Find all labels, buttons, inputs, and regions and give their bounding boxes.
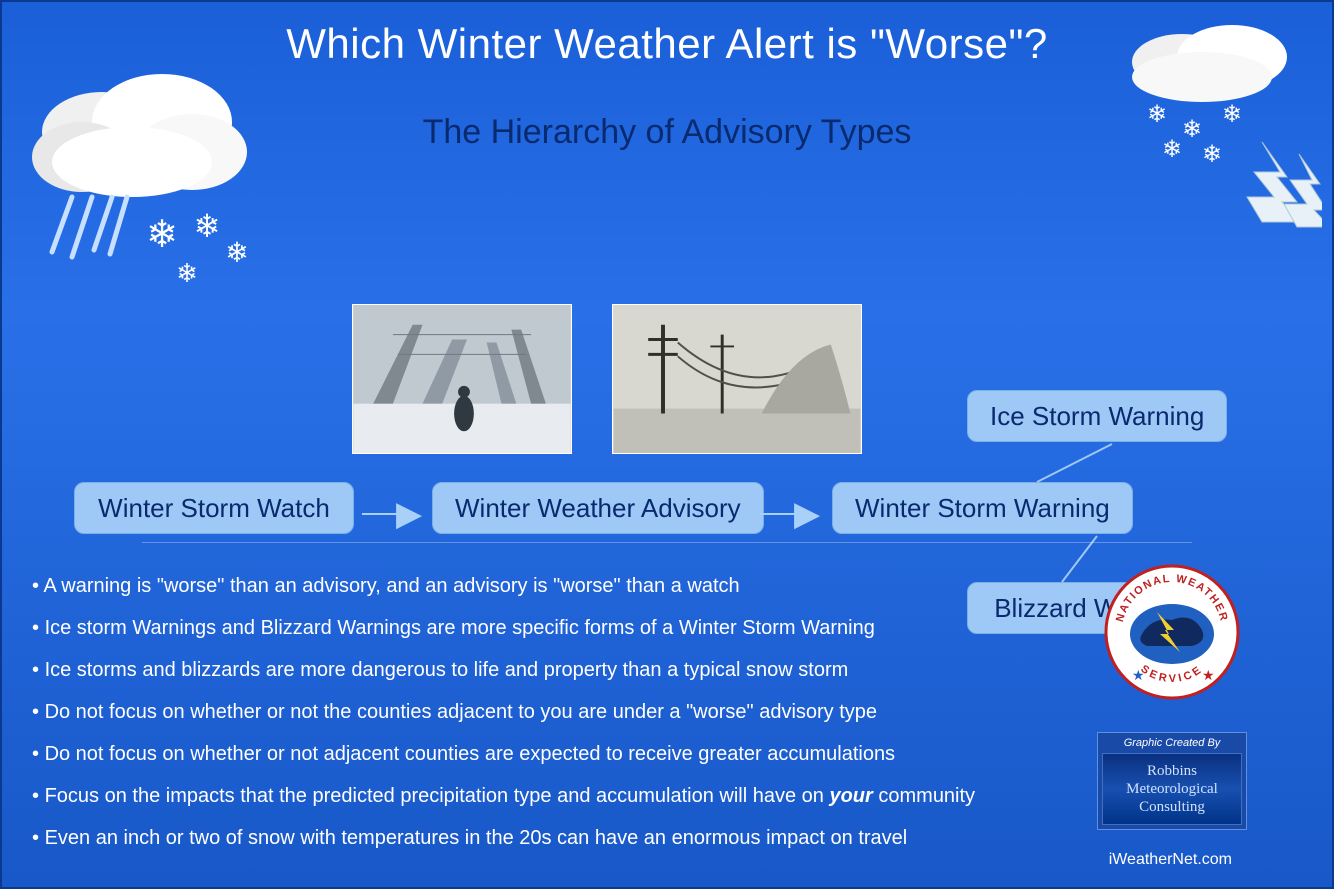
flowchart: Winter Storm Watch Winter Weather Adviso…	[2, 152, 1332, 532]
svg-text:★: ★	[1202, 667, 1215, 683]
bullet-item: Even an inch or two of snow with tempera…	[32, 824, 1072, 852]
bullet-list: A warning is "worse" than an advisory, a…	[32, 572, 1072, 866]
box-winter-storm-watch: Winter Storm Watch	[74, 482, 354, 534]
credit-company: Robbins Meteorological Consulting	[1102, 753, 1242, 825]
arrow-icon: ▶	[362, 494, 422, 534]
snowy-street-photo	[352, 304, 572, 454]
bullet-item: A warning is "worse" than an advisory, a…	[32, 572, 1072, 600]
bullet-item: Focus on the impacts that the predicted …	[32, 782, 1072, 810]
svg-text:❄: ❄	[1222, 101, 1242, 128]
site-url: iWeatherNet.com	[1109, 851, 1232, 869]
divider	[142, 542, 1192, 543]
bullet-item: Ice storm Warnings and Blizzard Warnings…	[32, 614, 1072, 642]
credit-box: Graphic Created By Robbins Meteorologica…	[1097, 732, 1247, 830]
nws-logo: NATIONAL WEATHER SERVICE ★ ★	[1102, 562, 1242, 702]
arrow-icon: ▶	[760, 494, 820, 534]
box-winter-weather-advisory: Winter Weather Advisory	[432, 482, 764, 534]
credit-heading: Graphic Created By	[1102, 737, 1242, 749]
svg-text:❄: ❄	[1182, 116, 1202, 143]
bullet-item: Ice storms and blizzards are more danger…	[32, 656, 1072, 684]
svg-text:❄: ❄	[1147, 101, 1167, 128]
bullet-item: Do not focus on whether or not adjacent …	[32, 740, 1072, 768]
box-ice-storm-warning: Ice Storm Warning	[967, 390, 1227, 442]
bullet-item: Do not focus on whether or not the count…	[32, 698, 1072, 726]
svg-text:★: ★	[1132, 667, 1145, 683]
box-winter-storm-warning: Winter Storm Warning	[832, 482, 1133, 534]
ice-storm-photo	[612, 304, 862, 454]
